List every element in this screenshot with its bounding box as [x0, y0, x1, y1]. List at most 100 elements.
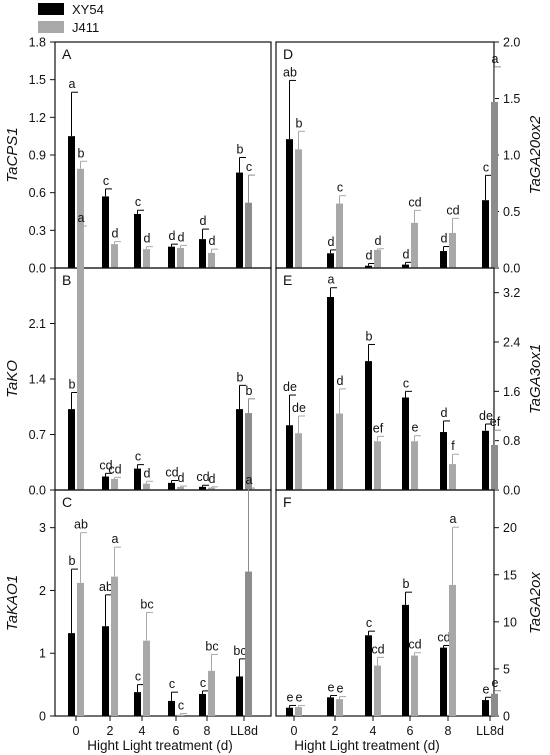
panel-frame: [275, 489, 495, 717]
bar-j411: [449, 464, 456, 490]
bar-xy54: [199, 694, 206, 716]
bar-j411: [143, 640, 150, 716]
significance-letter: c: [135, 450, 141, 464]
panel-letter: D: [283, 46, 293, 62]
bar-j411: [177, 486, 184, 490]
significance-letter: d: [375, 234, 382, 248]
significance-letter: a: [112, 532, 119, 546]
y-tick-label: 2.0: [503, 36, 520, 50]
bar-j411: [177, 247, 184, 268]
significance-letter: cd: [196, 470, 209, 484]
significance-letter: d: [200, 214, 207, 228]
y-tick-label: 3.2: [503, 286, 520, 300]
significance-letter: e: [296, 691, 303, 705]
y-tick-label: 1.0: [503, 149, 520, 163]
y-tick-label: 3: [39, 521, 46, 535]
significance-letter: d: [403, 247, 410, 261]
y-tick-label: 20: [503, 521, 517, 535]
bar-j411: [177, 714, 184, 716]
significance-letter: cd: [408, 638, 421, 652]
bar-j411: [491, 693, 498, 716]
bar-xy54: [102, 626, 109, 716]
y-tick-label: 2.4: [503, 336, 520, 350]
y-tick-label: 0.0: [29, 262, 46, 276]
bar-xy54: [440, 432, 447, 490]
bar-j411: [449, 584, 456, 716]
y-tick-label: 1.4: [29, 373, 46, 387]
significance-letter: c: [337, 181, 343, 195]
x-tick-label: 6: [173, 724, 180, 738]
bar-xy54: [68, 409, 75, 490]
y-tick-label: 0.9: [29, 149, 46, 163]
bar-j411: [374, 249, 381, 268]
panel-frame: [54, 489, 272, 717]
x-tick-label: 4: [139, 724, 146, 738]
bar-xy54: [482, 200, 489, 268]
significance-letter: b: [237, 370, 244, 384]
significance-letter: d: [144, 232, 151, 246]
significance-letter: d: [169, 229, 176, 243]
bar-xy54: [102, 476, 109, 490]
bar-xy54: [199, 486, 206, 490]
significance-letter: a: [246, 473, 253, 487]
y-tick-label: 15: [503, 568, 517, 582]
bar-j411: [77, 168, 84, 268]
bar-xy54: [168, 482, 175, 490]
panel-letter: B: [62, 272, 71, 288]
significance-letter: cd: [165, 465, 178, 479]
bar-xy54: [68, 633, 75, 716]
bar-xy54: [327, 253, 334, 268]
significance-letter: d: [441, 406, 448, 420]
significance-letter: ab: [283, 65, 297, 79]
significance-letter: cd: [408, 195, 421, 209]
significance-letter: b: [296, 116, 303, 130]
bar-j411: [77, 253, 84, 490]
significance-letter: c: [178, 698, 184, 712]
y-tick-label: 0.8: [503, 434, 520, 448]
bar-j411: [491, 444, 498, 490]
significance-letter: b: [69, 377, 76, 391]
panel-letter: E: [283, 272, 292, 288]
significance-letter: de: [283, 380, 297, 394]
significance-letter: b: [237, 143, 244, 157]
legend: XY54 J411: [38, 2, 104, 35]
bar-xy54: [327, 697, 334, 716]
bar-xy54: [440, 647, 447, 716]
bar-xy54: [286, 139, 293, 268]
significance-letter: a: [492, 52, 499, 66]
significance-letter: c: [169, 677, 175, 691]
bar-j411: [111, 478, 118, 490]
y-tick-label: 0.5: [503, 205, 520, 219]
panel-frame: [275, 267, 495, 491]
bar-j411: [374, 665, 381, 716]
significance-letter: b: [78, 146, 85, 160]
y-tick-label: 1.5: [29, 73, 46, 87]
significance-letter: cd: [99, 458, 112, 472]
panel-letter: C: [62, 494, 72, 510]
significance-letter: c: [135, 195, 141, 209]
significance-letter: d: [178, 471, 185, 485]
y-tick-label: 2: [39, 584, 46, 598]
significance-letter: d: [209, 472, 216, 486]
significance-letter: b: [366, 329, 373, 343]
bar-j411: [449, 232, 456, 268]
bar-xy54: [365, 265, 372, 268]
legend-label-j411: J411: [72, 20, 99, 35]
significance-letter: a: [69, 77, 76, 91]
significance-letter: d: [112, 227, 119, 241]
significance-letter: e: [483, 682, 490, 696]
significance-letter: bc: [205, 639, 218, 653]
x-tick-label: LL8d: [476, 724, 504, 738]
y-tick-label: 10: [503, 615, 517, 629]
y-tick-label: 1.6: [503, 385, 520, 399]
legend-swatch-j411: [38, 21, 64, 33]
significance-letter: c: [103, 174, 109, 188]
x-tick-label: 6: [407, 724, 414, 738]
bar-j411: [77, 582, 84, 716]
significance-letter: bc: [140, 597, 153, 611]
